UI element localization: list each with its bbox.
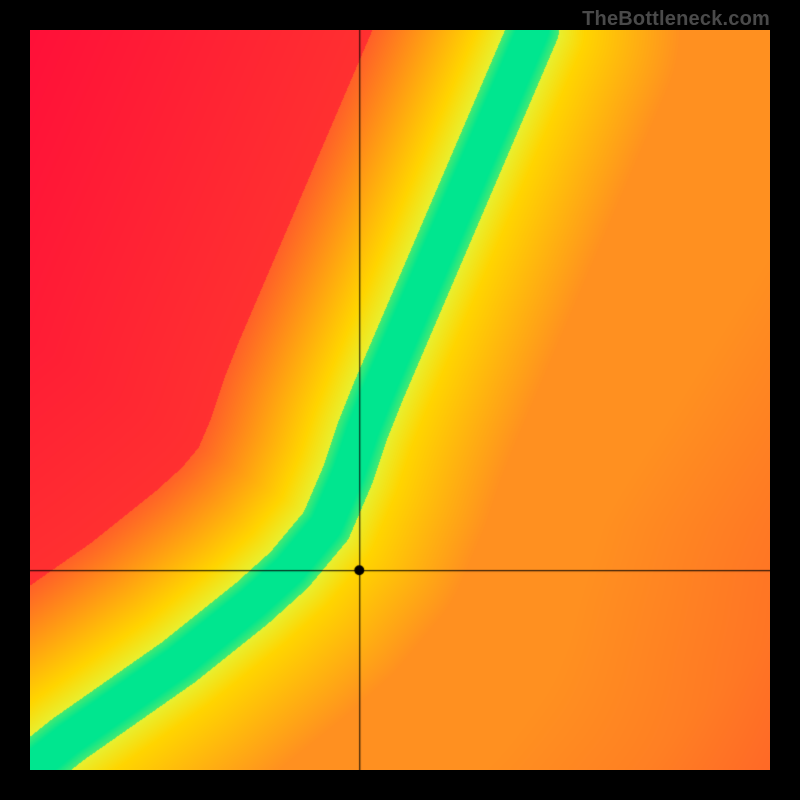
- watermark-text: TheBottleneck.com: [582, 8, 770, 31]
- bottleneck-heatmap: [30, 30, 770, 770]
